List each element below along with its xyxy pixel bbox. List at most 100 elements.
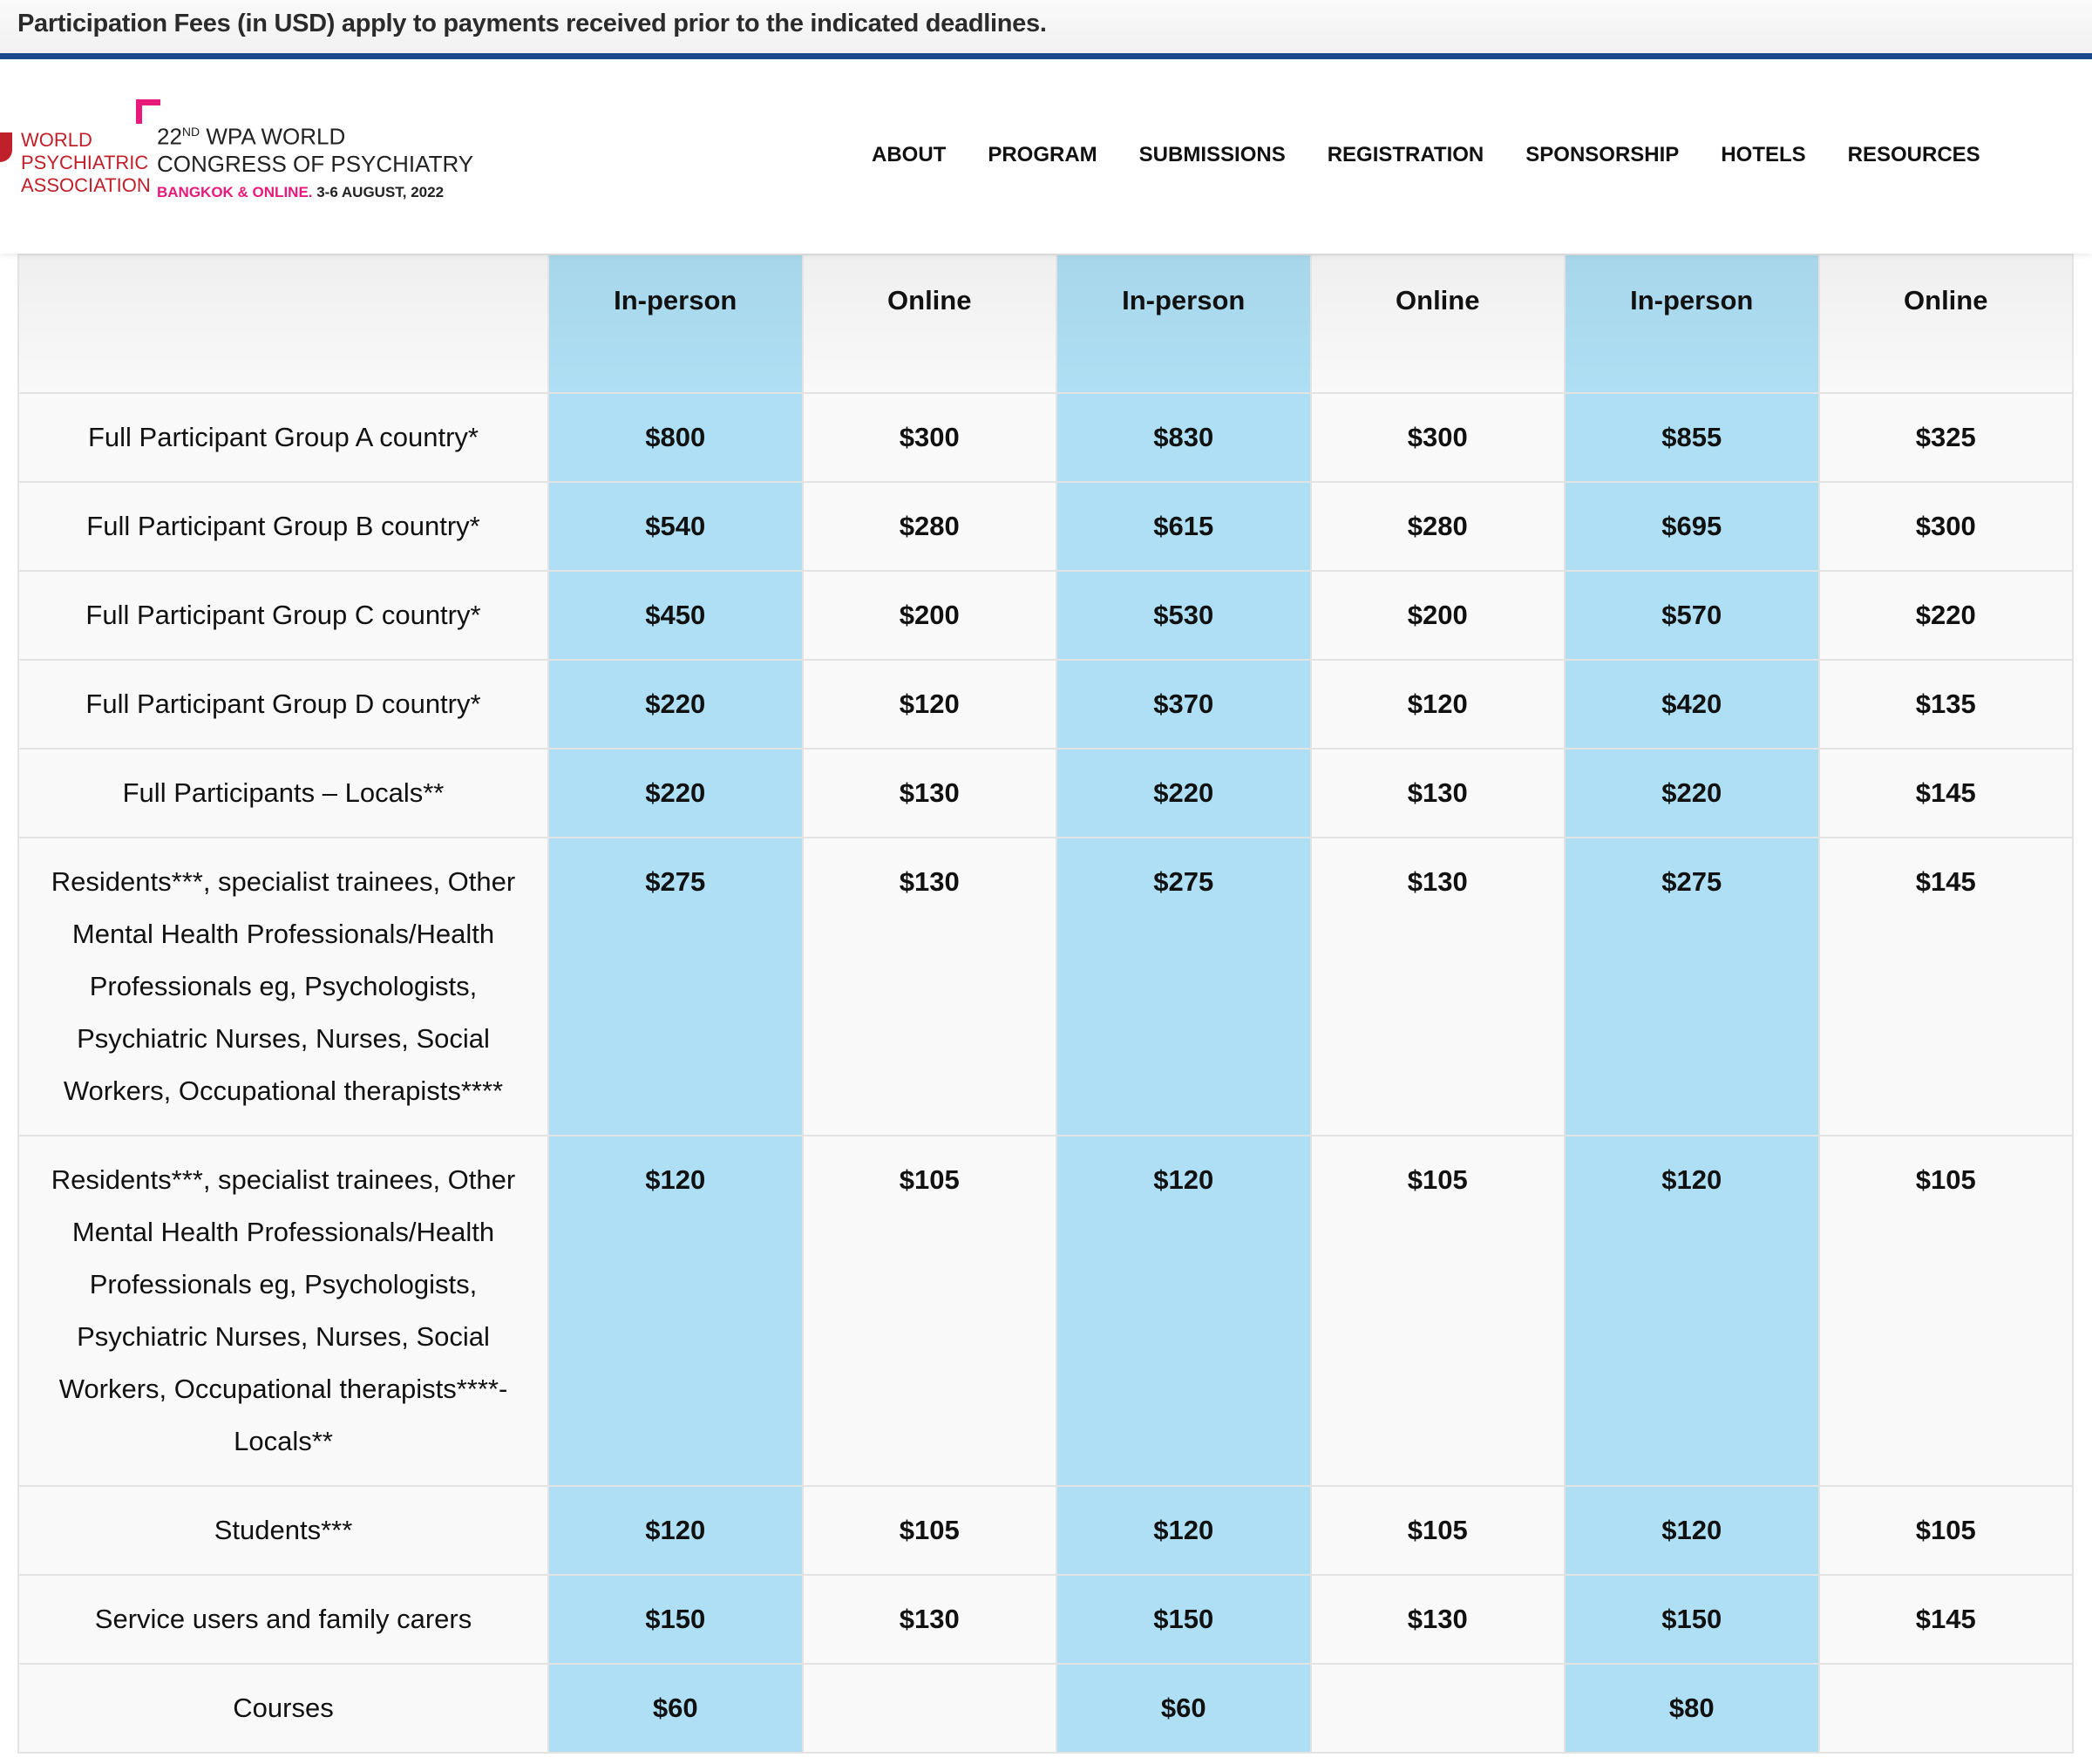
fee-cell: $200 — [1309, 570, 1566, 661]
congress-number: 22 — [157, 123, 182, 150]
table-row: Service users and family carers $150 $130 $… — [17, 1574, 2074, 1665]
main-nav: ABOUT PROGRAM SUBMISSIONS REGISTRATION SPONS… — [872, 143, 1980, 167]
fee-cell: $540 — [547, 481, 804, 572]
header-in-person: In-person — [1056, 254, 1312, 394]
fee-cell: $130 — [1309, 748, 1566, 838]
fee-cell: $150 — [547, 1574, 804, 1665]
nav-sponsorship[interactable]: SPONSORSHIP — [1525, 143, 1680, 166]
fee-cell: $135 — [1817, 659, 2074, 750]
table-row: Residents***, specialist trainees, Other… — [17, 1135, 2074, 1487]
fee-cell: $220 — [1817, 570, 2074, 661]
logo-line: PSYCHIATRIC — [21, 152, 149, 173]
table-row: Courses $60 $60 $80 — [17, 1663, 2074, 1754]
fee-cell: $200 — [801, 570, 1057, 661]
fee-cell — [1817, 1663, 2074, 1754]
fees-notice-bar: Participation Fees (in USD) apply to pay… — [0, 0, 2092, 53]
fee-cell: $275 — [1564, 837, 1820, 1136]
row-label: Full Participant Group D country* — [17, 659, 549, 750]
fee-cell: $130 — [1309, 837, 1566, 1136]
nav-hotels[interactable]: HOTELS — [1721, 143, 1806, 166]
row-label: Full Participants – Locals** — [17, 748, 549, 838]
nav-resources[interactable]: RESOURCES — [1847, 143, 1980, 166]
header-in-person: In-person — [547, 254, 804, 394]
fee-cell: $570 — [1564, 570, 1820, 661]
fee-cell: $105 — [801, 1485, 1057, 1576]
fee-cell: $855 — [1564, 392, 1820, 483]
fee-cell: $220 — [1056, 748, 1312, 838]
fee-cell: $120 — [547, 1485, 804, 1576]
fee-cell: $130 — [801, 837, 1057, 1136]
fee-cell: $150 — [1564, 1574, 1820, 1665]
nav-submissions[interactable]: SUBMISSIONS — [1138, 143, 1286, 166]
fee-cell: $120 — [1309, 659, 1566, 750]
fee-cell: $120 — [1564, 1485, 1820, 1576]
fee-cell: $325 — [1817, 392, 2074, 483]
header-empty — [17, 254, 549, 394]
congress-location: BANGKOK & ONLINE. — [157, 183, 313, 200]
fee-cell: $105 — [1817, 1485, 2074, 1576]
logo-line: WORLD — [21, 129, 92, 151]
nav-program[interactable]: PROGRAM — [988, 143, 1097, 166]
fee-cell: $280 — [801, 481, 1057, 572]
fee-cell: $695 — [1564, 481, 1820, 572]
fee-cell — [801, 1663, 1057, 1754]
row-label: Students*** — [17, 1485, 549, 1576]
table-row: Full Participant Group B country* $540 $28… — [17, 481, 2074, 572]
congress-logo[interactable]: 22ND WPA WORLD CONGRESS OF PSYCHIATRY BA… — [157, 119, 473, 207]
congress-line1: WPA WORLD — [200, 123, 346, 150]
table-row: Full Participant Group D country* $220 $12… — [17, 659, 2074, 750]
row-label: Full Participant Group C country* — [17, 570, 549, 661]
fee-cell: $120 — [801, 659, 1057, 750]
nav-registration[interactable]: REGISTRATION — [1327, 143, 1484, 166]
header-in-person: In-person — [1564, 254, 1820, 394]
fee-cell: $130 — [801, 1574, 1057, 1665]
table-row: Full Participant Group A country* $800 $30… — [17, 392, 2074, 483]
row-label: Residents***, specialist trainees, Other… — [17, 837, 549, 1136]
fee-cell: $300 — [1309, 392, 1566, 483]
site-header: WORLD PSYCHIATRIC ASSOCIATION 22ND WPA W… — [0, 59, 2092, 254]
fee-cell: $150 — [1056, 1574, 1312, 1665]
congress-suffix: ND — [181, 125, 200, 139]
fee-cell: $300 — [801, 392, 1057, 483]
row-label: Service users and family carers — [17, 1574, 549, 1665]
fee-cell: $120 — [1056, 1485, 1312, 1576]
wpa-shield-icon — [0, 132, 12, 162]
fee-cell: $420 — [1564, 659, 1820, 750]
wpa-logo[interactable]: WORLD PSYCHIATRIC ASSOCIATION — [21, 129, 151, 197]
fee-cell: $145 — [1817, 1574, 2074, 1665]
fee-cell: $145 — [1817, 748, 2074, 838]
fee-cell: $105 — [1309, 1135, 1566, 1487]
fee-cell: $60 — [1056, 1663, 1312, 1754]
congress-line2: CONGRESS OF PSYCHIATRY — [157, 150, 474, 177]
fee-cell: $800 — [547, 392, 804, 483]
row-label: Full Participant Group B country* — [17, 481, 549, 572]
accent-rule — [0, 53, 2092, 59]
fees-notice: Participation Fees (in USD) apply to pay… — [17, 10, 1047, 37]
fee-cell: $275 — [547, 837, 804, 1136]
nav-about[interactable]: ABOUT — [872, 143, 947, 166]
row-label: Full Participant Group A country* — [17, 392, 549, 483]
fees-table: In-person Online In-person Online In-person O… — [17, 254, 2074, 1754]
fee-cell: $130 — [1309, 1574, 1566, 1665]
congress-dates: 3-6 AUGUST, 2022 — [312, 183, 445, 200]
fee-cell: $275 — [1056, 837, 1312, 1136]
fee-cell: $120 — [547, 1135, 804, 1487]
fee-cell: $300 — [1817, 481, 2074, 572]
fee-cell: $830 — [1056, 392, 1312, 483]
header-online: Online — [1309, 254, 1566, 394]
table-row: Full Participant Group C country* $450 $20… — [17, 570, 2074, 661]
fee-cell: $80 — [1564, 1663, 1820, 1754]
header-online: Online — [801, 254, 1057, 394]
fee-cell: $105 — [801, 1135, 1057, 1487]
row-label: Courses — [17, 1663, 549, 1754]
fee-cell: $220 — [1564, 748, 1820, 838]
table-header-row: In-person Online In-person Online In-person O… — [17, 254, 2074, 394]
fee-cell: $530 — [1056, 570, 1312, 661]
table-row: Full Participants – Locals** $220 $130 $220… — [17, 748, 2074, 838]
fee-cell — [1309, 1663, 1566, 1754]
fee-cell: $145 — [1817, 837, 2074, 1136]
fee-cell: $105 — [1309, 1485, 1566, 1576]
fee-cell: $280 — [1309, 481, 1566, 572]
table-row: Students*** $120 $105 $120 $105 $120 $105 — [17, 1485, 2074, 1576]
table-row: Residents***, specialist trainees, Other… — [17, 837, 2074, 1136]
